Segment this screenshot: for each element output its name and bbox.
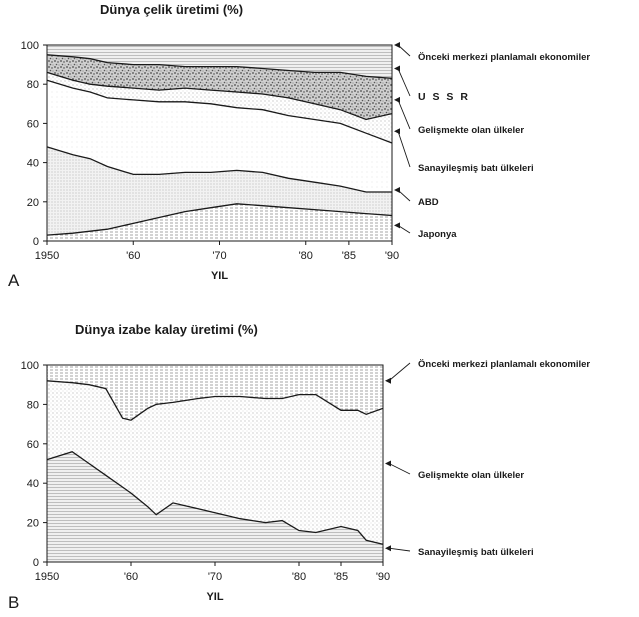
x-tick-label: '90 <box>376 571 390 583</box>
series-line-1 <box>46 380 384 421</box>
x-tick-label: '80 <box>292 571 306 583</box>
legend-arrowhead <box>385 460 391 467</box>
y-tick-label: 0 <box>33 236 39 248</box>
area-band-2 <box>47 365 383 421</box>
area-band-1 <box>47 380 383 545</box>
series-line-3 <box>46 71 393 121</box>
legend-label: Sanayileşmiş batı ülkeleri <box>418 547 534 558</box>
legend-label: Önceki merkezi planlamalı ekonomiler <box>418 52 590 63</box>
y-tick-label: 80 <box>27 79 39 91</box>
legend-arrow <box>388 547 411 552</box>
area-band-0 <box>47 451 383 562</box>
x-tick-label: '85 <box>334 571 348 583</box>
series-line-0 <box>46 450 384 545</box>
legend-label: Gelişmekte olan ülkeler <box>418 125 524 136</box>
x-tick-label: '90 <box>385 250 399 262</box>
legend-label: ABD <box>418 197 439 208</box>
legend-label: Japonya <box>418 229 457 240</box>
y-tick-label: 60 <box>27 439 39 451</box>
x-tick-label: 1950 <box>35 571 59 583</box>
legend-label: Önceki merkezi planlamalı ekonomiler <box>418 359 590 370</box>
x-tick-label: '70 <box>212 250 226 262</box>
legend-arrowhead <box>394 222 400 229</box>
legend-arrow <box>388 362 411 382</box>
x-tick-label: '80 <box>299 250 313 262</box>
y-tick-label: 80 <box>27 399 39 411</box>
legend-arrow <box>388 463 411 475</box>
legend-arrowhead <box>385 377 391 384</box>
panel-label: B <box>8 593 19 612</box>
area-band-0 <box>47 203 392 241</box>
legend-arrow <box>397 68 411 97</box>
y-tick-label: 40 <box>27 478 39 490</box>
y-tick-label: 20 <box>27 518 39 530</box>
legend-arrow <box>397 99 411 130</box>
chart-title: Dünya çelik üretimi (%) <box>100 2 243 17</box>
x-tick-label: 1950 <box>35 250 59 262</box>
x-tick-label: '60 <box>126 250 140 262</box>
series-line-4 <box>46 54 393 79</box>
x-tick-label: '60 <box>124 571 138 583</box>
x-tick-label: '70 <box>208 571 222 583</box>
legend-arrowhead <box>385 545 391 552</box>
area-band-4 <box>47 54 392 120</box>
area-band-2 <box>47 80 392 192</box>
series-line-1 <box>46 146 392 193</box>
panel-label: A <box>8 271 20 290</box>
series-line-2 <box>46 79 393 144</box>
y-tick-label: 40 <box>27 158 39 170</box>
area-band-5 <box>47 45 392 79</box>
x-axis-label: YIL <box>206 591 223 603</box>
legend-arrowhead <box>394 96 400 103</box>
area-band-1 <box>47 146 392 236</box>
legend-label: Sanayileşmiş batı ülkeleri <box>418 163 534 174</box>
series-line-0 <box>46 203 393 236</box>
y-tick-label: 0 <box>33 557 39 569</box>
chart-title: Dünya izabe kalay üretimi (%) <box>75 322 258 337</box>
x-tick-label: '85 <box>342 250 356 262</box>
area-band-3 <box>47 72 392 143</box>
legend-arrow <box>397 131 411 168</box>
legend-arrowhead <box>394 128 400 135</box>
legend-arrowhead <box>394 187 400 194</box>
legend-arrowhead <box>394 65 400 72</box>
legend-label: U S S R <box>418 91 470 103</box>
x-axis-label: YIL <box>211 270 228 282</box>
legend-arrowhead <box>394 42 400 48</box>
y-tick-label: 60 <box>27 118 39 130</box>
y-tick-label: 20 <box>27 197 39 209</box>
y-tick-label: 100 <box>21 40 39 52</box>
y-tick-label: 100 <box>21 360 39 372</box>
legend-label: Gelişmekte olan ülkeler <box>418 470 524 481</box>
